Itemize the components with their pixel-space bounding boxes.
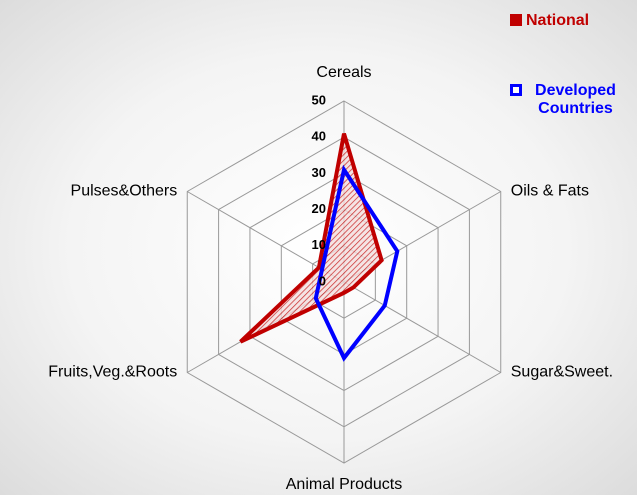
r-tick-label: 0 [319, 273, 326, 288]
category-label: Oils & Fats [511, 183, 589, 200]
legend-swatch [510, 84, 522, 96]
category-label: Sugar&Sweet. [511, 364, 613, 381]
legend-label: National [526, 12, 590, 29]
r-tick-label: 40 [312, 129, 326, 144]
r-tick-label: 10 [312, 237, 326, 252]
legend-item: National [510, 12, 589, 30]
axis-spoke [343, 281, 502, 373]
category-label: Fruits,Veg.&Roots [48, 364, 177, 381]
category-label: Pulses&Others [71, 183, 178, 200]
r-tick-label: 30 [312, 165, 326, 180]
legend-item: Developed Countries [510, 82, 625, 118]
category-label: Cereals [316, 64, 371, 81]
series-line [313, 164, 400, 362]
series-line [239, 133, 384, 344]
legend-swatch [510, 14, 522, 26]
legend-label: Developed Countries [535, 82, 616, 117]
category-label: Animal Products [286, 476, 403, 493]
r-tick-label: 20 [312, 201, 326, 216]
r-tick-label: 50 [312, 92, 326, 107]
